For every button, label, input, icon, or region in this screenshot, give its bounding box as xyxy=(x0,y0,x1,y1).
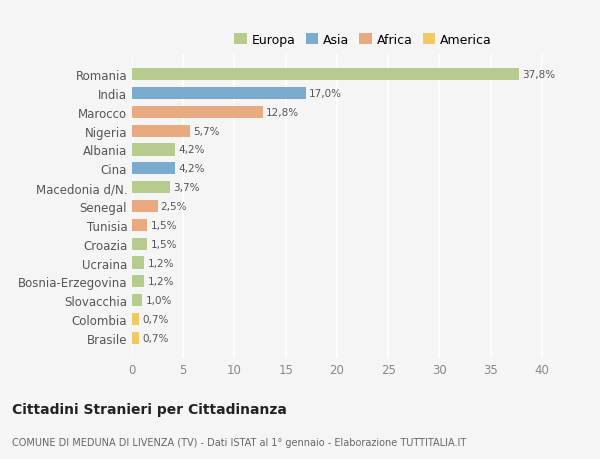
Bar xyxy=(132,219,148,231)
Text: 1,2%: 1,2% xyxy=(148,277,174,287)
Text: 1,0%: 1,0% xyxy=(145,296,172,306)
Legend: Europa, Asia, Africa, America: Europa, Asia, Africa, America xyxy=(234,34,492,47)
Bar xyxy=(132,332,139,344)
Bar xyxy=(132,88,306,100)
Text: Cittadini Stranieri per Cittadinanza: Cittadini Stranieri per Cittadinanza xyxy=(12,402,287,416)
Bar xyxy=(132,144,175,156)
Bar xyxy=(132,163,175,175)
Bar xyxy=(132,294,142,307)
Bar xyxy=(132,313,139,325)
Text: 3,7%: 3,7% xyxy=(173,183,199,193)
Bar xyxy=(132,257,144,269)
Bar xyxy=(132,69,519,81)
Text: 12,8%: 12,8% xyxy=(266,107,299,118)
Text: 5,7%: 5,7% xyxy=(193,126,220,136)
Bar xyxy=(132,106,263,119)
Text: 1,5%: 1,5% xyxy=(151,239,177,249)
Bar xyxy=(132,276,144,288)
Text: 1,5%: 1,5% xyxy=(151,220,177,230)
Text: 0,7%: 0,7% xyxy=(142,314,169,325)
Text: 2,5%: 2,5% xyxy=(161,202,187,212)
Bar xyxy=(132,201,158,213)
Text: 4,2%: 4,2% xyxy=(178,164,205,174)
Bar xyxy=(132,238,148,250)
Bar xyxy=(132,182,170,194)
Text: 4,2%: 4,2% xyxy=(178,145,205,155)
Text: 0,7%: 0,7% xyxy=(142,333,169,343)
Text: 37,8%: 37,8% xyxy=(522,70,556,80)
Bar xyxy=(132,125,190,137)
Text: COMUNE DI MEDUNA DI LIVENZA (TV) - Dati ISTAT al 1° gennaio - Elaborazione TUTTI: COMUNE DI MEDUNA DI LIVENZA (TV) - Dati … xyxy=(12,437,466,447)
Text: 17,0%: 17,0% xyxy=(309,89,342,99)
Text: 1,2%: 1,2% xyxy=(148,258,174,268)
